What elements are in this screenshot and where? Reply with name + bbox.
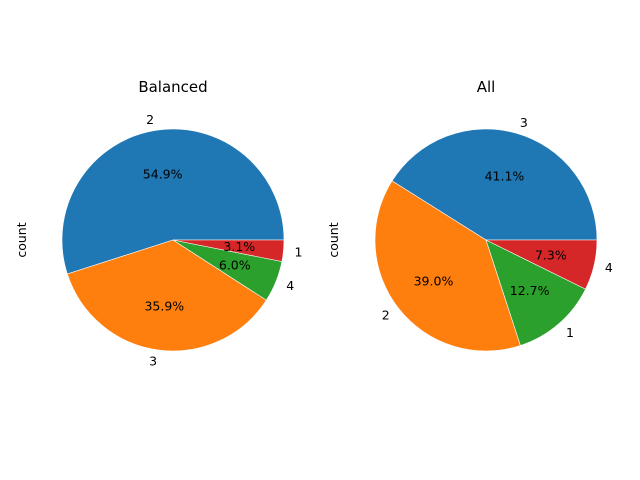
slice-category-label: 3 xyxy=(149,354,157,369)
pie-labels: 2 54.9% 3 35.9% 4 6.0% 1 3.1% xyxy=(143,112,303,369)
y-axis-label: count xyxy=(326,222,341,257)
pie-slice-3 xyxy=(391,128,598,241)
pie-chart-all: All count 3 41.1% 2 39.0% 1 12.7% 4 7.3% xyxy=(326,78,613,352)
slice-category-label: 4 xyxy=(286,278,294,293)
pie-slice-1 xyxy=(172,239,285,262)
pie-slice-4 xyxy=(485,239,598,290)
slice-category-label: 2 xyxy=(382,308,390,323)
slice-percent-label: 7.3% xyxy=(535,248,567,263)
slice-percent-label: 35.9% xyxy=(144,299,184,314)
pie-labels: 3 41.1% 2 39.0% 1 12.7% 4 7.3% xyxy=(382,115,613,340)
chart-title: Balanced xyxy=(138,78,207,96)
pie-slices xyxy=(374,128,598,352)
pie-slice-2 xyxy=(374,180,521,352)
slice-category-label: 1 xyxy=(566,325,574,340)
pie-slice-3 xyxy=(66,239,267,352)
slice-category-label: 3 xyxy=(520,115,528,130)
slice-percent-label: 39.0% xyxy=(414,273,454,288)
pie-slice-2 xyxy=(61,128,285,275)
chart-title: All xyxy=(477,78,496,96)
slice-category-label: 1 xyxy=(295,244,303,259)
slice-category-label: 2 xyxy=(146,112,154,127)
slice-percent-label: 3.1% xyxy=(223,239,255,254)
slice-percent-label: 12.7% xyxy=(510,283,550,298)
pie-slices xyxy=(61,128,285,352)
slice-percent-label: 54.9% xyxy=(143,167,183,182)
slice-category-label: 4 xyxy=(605,260,613,275)
slice-percent-label: 41.1% xyxy=(485,169,525,184)
pie-slice-1 xyxy=(485,239,586,346)
y-axis-label: count xyxy=(14,222,29,257)
pie-chart-balanced: Balanced count 2 54.9% 3 35.9% 4 6.0% 1 3.1% xyxy=(14,78,302,369)
slice-percent-label: 6.0% xyxy=(219,257,251,272)
